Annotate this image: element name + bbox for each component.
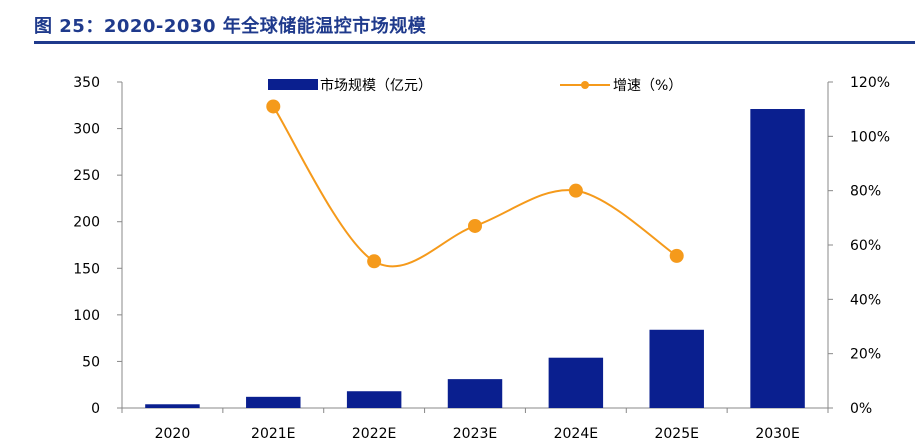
y-right-tick-label: 120% bbox=[850, 75, 890, 91]
y-right-tick-label: 60% bbox=[850, 238, 881, 254]
bar-market-size bbox=[750, 109, 805, 409]
legend: 市场规模（亿元） 增速（%） bbox=[268, 77, 682, 94]
y-left-tick-label: 150 bbox=[73, 261, 100, 277]
y-right-tick-label: 0% bbox=[850, 401, 872, 417]
figure-title: 图 25：2020-2030 年全球储能温控市场规模 bbox=[34, 16, 427, 37]
x-tick-label: 2020 bbox=[155, 426, 191, 442]
bar-market-size bbox=[145, 404, 200, 408]
x-tick-label: 2021E bbox=[251, 426, 295, 442]
growth-line bbox=[272, 105, 678, 268]
x-tick-label: 2024E bbox=[554, 426, 598, 442]
growth-point bbox=[367, 254, 382, 269]
growth-point bbox=[266, 99, 281, 114]
y-left-tick-label: 100 bbox=[73, 308, 100, 324]
y-left-tick-label: 0 bbox=[91, 401, 100, 417]
y-left-tick-label: 300 bbox=[73, 122, 100, 138]
y-left-tick-label: 200 bbox=[73, 215, 100, 231]
legend-swatch-market-size bbox=[268, 79, 318, 90]
growth-point bbox=[568, 183, 583, 198]
y-left-tick-label: 250 bbox=[73, 168, 100, 184]
x-tick-label: 2030E bbox=[755, 426, 799, 442]
y-right-tick-label: 100% bbox=[850, 129, 890, 145]
bars-group bbox=[145, 109, 805, 409]
y-left-tick-label: 50 bbox=[82, 354, 100, 370]
x-tick-label: 2025E bbox=[654, 426, 698, 442]
bar-market-size bbox=[346, 391, 402, 408]
title-rule bbox=[34, 41, 915, 44]
y-right-tick-label: 40% bbox=[850, 292, 881, 308]
growth-line-group bbox=[266, 99, 684, 269]
bar-market-size bbox=[649, 329, 704, 408]
bar-market-size bbox=[246, 396, 301, 408]
y-right-tick-label: 80% bbox=[850, 184, 881, 200]
bar-market-size bbox=[447, 379, 503, 408]
legend-marker-growth bbox=[581, 81, 589, 89]
legend-label-growth: 增速（%） bbox=[613, 78, 682, 94]
y-right-tick-label: 20% bbox=[850, 347, 881, 363]
x-tick-label: 2023E bbox=[453, 426, 497, 442]
bar-market-size bbox=[548, 357, 604, 408]
growth-point bbox=[669, 248, 684, 263]
y-left-tick-label: 350 bbox=[73, 75, 100, 91]
growth-point bbox=[468, 218, 482, 233]
legend-label-market-size: 市场规模（亿元） bbox=[320, 77, 432, 94]
x-tick-label: 2022E bbox=[352, 426, 396, 442]
